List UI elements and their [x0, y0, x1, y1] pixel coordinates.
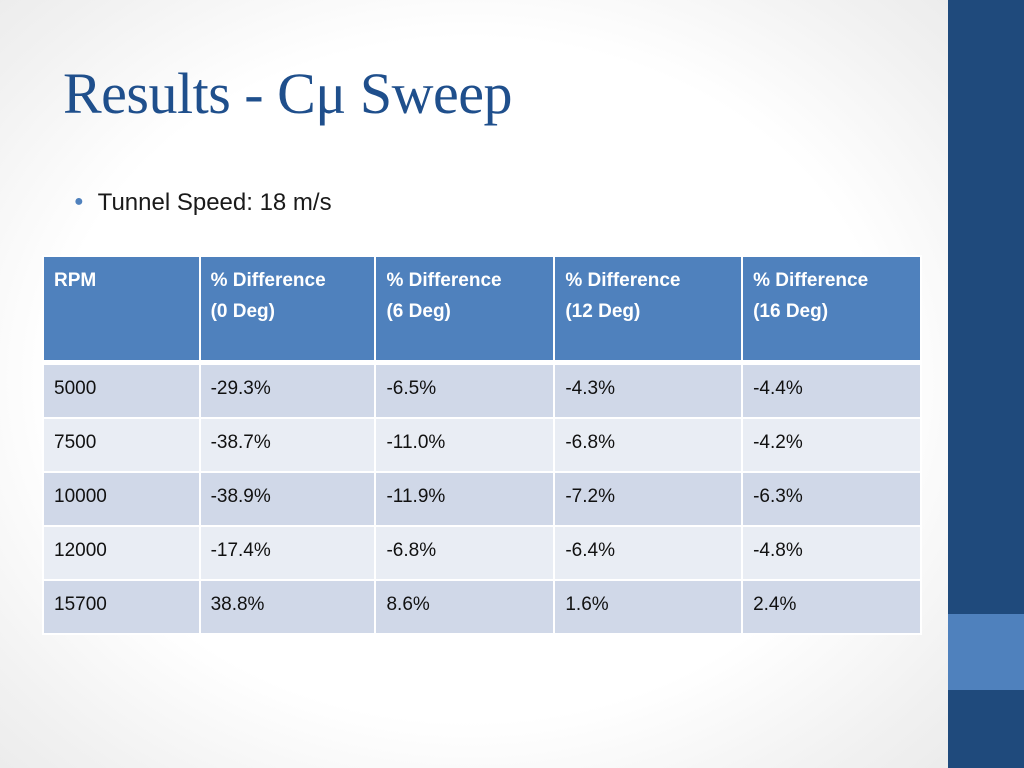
- table-row: 15700 38.8% 8.6% 1.6% 2.4%: [42, 579, 922, 635]
- header-diff-16-deg: % Difference (16 Deg): [741, 255, 922, 365]
- cell-diff-0-deg: -38.9%: [198, 471, 377, 527]
- table-row: 7500 -38.7% -11.0% -6.8% -4.2%: [42, 417, 922, 473]
- cell-rpm: 5000: [42, 361, 201, 419]
- results-table: RPM % Difference (0 Deg) % Difference (6…: [42, 255, 922, 635]
- cell-diff-6-deg: 8.6%: [374, 579, 556, 635]
- cell-diff-12-deg: 1.6%: [553, 579, 744, 635]
- cell-diff-6-deg: -11.9%: [374, 471, 556, 527]
- header-diff-12-deg: % Difference (12 Deg): [553, 255, 744, 365]
- cell-rpm: 15700: [42, 579, 201, 635]
- cell-diff-12-deg: -6.8%: [553, 417, 744, 473]
- cell-diff-16-deg: -4.4%: [741, 361, 922, 419]
- header-diff-6-deg: % Difference (6 Deg): [374, 255, 556, 365]
- header-label: RPM: [54, 270, 97, 291]
- cell-diff-12-deg: -7.2%: [553, 471, 744, 527]
- header-sublabel: (6 Deg): [386, 301, 451, 322]
- bullet-item: ● Tunnel Speed: 18 m/s: [74, 189, 332, 217]
- side-accent-block: [948, 614, 1024, 690]
- header-sublabel: (0 Deg): [210, 301, 275, 322]
- cell-diff-0-deg: -29.3%: [198, 361, 377, 419]
- cell-diff-12-deg: -6.4%: [553, 525, 744, 581]
- cell-diff-12-deg: -4.3%: [553, 361, 744, 419]
- cell-diff-0-deg: 38.8%: [198, 579, 377, 635]
- header-diff-0-deg: % Difference (0 Deg): [198, 255, 377, 365]
- header-label: % Difference: [753, 270, 869, 291]
- header-sublabel: (12 Deg): [565, 301, 641, 322]
- table-row: 10000 -38.9% -11.9% -7.2% -6.3%: [42, 471, 922, 527]
- cell-diff-16-deg: -4.2%: [741, 417, 922, 473]
- cell-diff-16-deg: -6.3%: [741, 471, 922, 527]
- cell-diff-0-deg: -38.7%: [198, 417, 377, 473]
- cell-diff-16-deg: 2.4%: [741, 579, 922, 635]
- header-label: % Difference: [210, 270, 326, 291]
- cell-diff-16-deg: -4.8%: [741, 525, 922, 581]
- header-rpm: RPM: [42, 255, 201, 365]
- cell-diff-6-deg: -6.5%: [374, 361, 556, 419]
- cell-diff-6-deg: -6.8%: [374, 525, 556, 581]
- slide-title: Results - Cμ Sweep: [63, 61, 513, 126]
- cell-rpm: 10000: [42, 471, 201, 527]
- bullet-text: Tunnel Speed: 18 m/s: [97, 189, 332, 216]
- header-label: % Difference: [565, 270, 681, 291]
- header-label: % Difference: [386, 270, 502, 291]
- cell-rpm: 7500: [42, 417, 201, 473]
- cell-rpm: 12000: [42, 525, 201, 581]
- cell-diff-0-deg: -17.4%: [198, 525, 377, 581]
- table-row: 12000 -17.4% -6.8% -6.4% -4.8%: [42, 525, 922, 581]
- cell-diff-6-deg: -11.0%: [374, 417, 556, 473]
- table-row: 5000 -29.3% -6.5% -4.3% -4.4%: [42, 361, 922, 419]
- header-sublabel: (16 Deg): [753, 301, 829, 322]
- table-header-row: RPM % Difference (0 Deg) % Difference (6…: [42, 255, 922, 365]
- bullet-icon: ●: [74, 193, 84, 210]
